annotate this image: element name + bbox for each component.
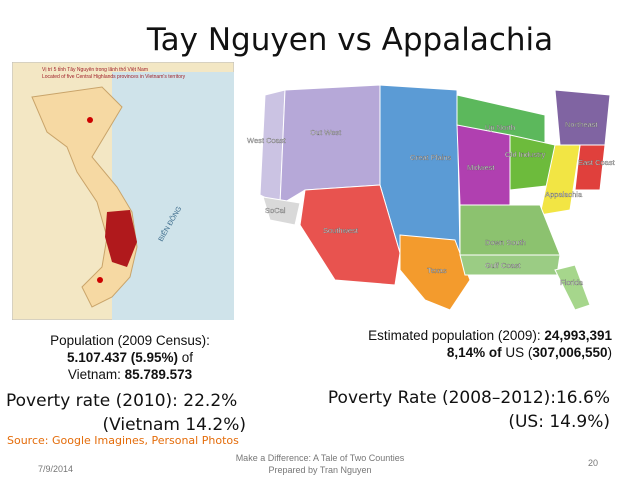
left-poverty: (Vietnam 14.2%): [102, 415, 246, 435]
bold-text: 8,14% of: [446, 345, 502, 360]
regions: [259, 84, 611, 311]
region-label: Old Industry: [505, 150, 546, 159]
highlands: [105, 210, 137, 267]
page-number: 20: [588, 458, 599, 468]
region: [554, 89, 611, 146]
region: [399, 234, 471, 311]
region-label: Down South: [485, 238, 526, 247]
text-line: Estimated population (2009): 24,993,391: [300, 327, 612, 344]
footer-center: Make a Difference: A Tale of Two Countie…: [200, 452, 440, 476]
region-label: Out West: [310, 128, 342, 137]
text-line: Population (2009 Census):: [20, 332, 240, 349]
text: of: [178, 350, 194, 365]
region-label: Florida: [560, 278, 584, 287]
right-poverty: (US: 14.9%): [508, 412, 610, 432]
bold-text: 307,006,550: [532, 345, 608, 360]
right-population: Estimated population (2009): 24,993,391 …: [300, 327, 612, 361]
source: Source: Google Imagines, Personal Photos: [7, 434, 239, 447]
text-line: Vietnam: 85.789.573: [20, 366, 240, 383]
left-population: Population (2009 Census): 5.107.437 (5.9…: [20, 332, 240, 383]
text: Estimated population (2009):: [368, 328, 545, 343]
left-poverty: Poverty rate (2010): 22.2%: [6, 391, 238, 411]
region: [554, 264, 591, 311]
text: ): [607, 345, 613, 360]
region-label: Great Plains: [410, 153, 452, 162]
text: Vietnam:: [67, 367, 125, 382]
region-label: Midwest: [467, 163, 495, 172]
region-label: SoCal: [265, 206, 286, 215]
bold-text: 85.789.573: [124, 367, 193, 382]
bold-text: 5.107.437 (5.95%): [66, 350, 179, 365]
region: [262, 196, 301, 226]
vietnam-map: Vị trí 5 tỉnh Tây Nguyên trong lãnh thổ …: [12, 62, 234, 320]
text-line: 5.107.437 (5.95%) of: [20, 349, 240, 366]
region-label: Appalachia: [545, 190, 583, 199]
region-label: East Coast: [578, 158, 615, 167]
us-map: West Coast Out West Great Plains SoCal South…: [247, 84, 615, 311]
region-label: Southwest: [323, 226, 359, 235]
region-label: West Coast: [247, 136, 287, 145]
text-line: 8,14% of US (307,006,550): [300, 344, 612, 361]
hanoi-marker: [87, 117, 93, 123]
region-label: Up North: [485, 123, 515, 132]
right-poverty: Poverty Rate (2008–2012):16.6%: [327, 388, 610, 408]
map-heading: Vị trí 5 tỉnh Tây Nguyên trong lãnh thổ …: [42, 66, 148, 73]
region-labels: West Coast Out West Great Plains SoCal South…: [247, 120, 615, 287]
text: Population (2009 Census):: [50, 333, 210, 348]
footer-date: 7/9/2014: [38, 464, 74, 474]
slide-title: Tay Nguyen vs Appalachia: [146, 22, 554, 58]
hcmc-marker: [97, 277, 103, 283]
region-label: Texas: [427, 266, 447, 275]
footer-line: Prepared by Tran Nguyen: [268, 465, 372, 475]
region: [539, 144, 581, 216]
bold-text: 24,993,391: [544, 328, 612, 343]
footer-line: Make a Difference: A Tale of Two Countie…: [235, 453, 405, 463]
region: [299, 184, 401, 286]
sea: [112, 72, 234, 320]
region: [574, 144, 606, 191]
region-label: Gulf Coast: [485, 261, 521, 270]
text: US (: [501, 345, 533, 360]
map-heading: Located of five Central Highlands provin…: [42, 74, 186, 80]
region-label: Northeast: [565, 120, 598, 129]
